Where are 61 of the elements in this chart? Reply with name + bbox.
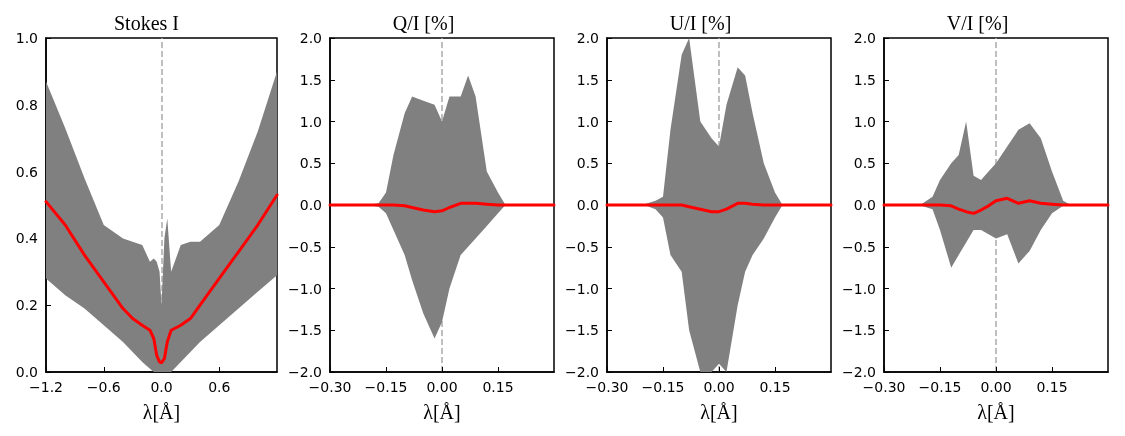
y-tick-label: 0.0 (576, 197, 599, 213)
y-tick-label: −1.0 (288, 280, 322, 297)
x-axis-title: λ[Å] (977, 401, 1015, 423)
y-tick-label: 0.5 (299, 155, 322, 172)
y-tick-label: 0.5 (853, 155, 876, 172)
line-series (605, 201, 833, 214)
x-tick-label: −0.30 (862, 379, 906, 395)
x-tick-label: −1.2 (29, 379, 63, 395)
y-tick-label: 0.0 (15, 364, 38, 380)
chart-title: U/I [%] (669, 12, 732, 34)
y-tick-label: −1.5 (288, 322, 322, 339)
y-tick-label: 1.0 (15, 30, 38, 46)
x-tick-label: −0.30 (585, 379, 629, 395)
x-tick-label: −0.30 (308, 379, 352, 395)
x-tick-label: 0.00 (426, 379, 458, 395)
y-tick-label: 0.6 (15, 163, 39, 180)
x-axis-title: λ[Å] (700, 401, 738, 423)
y-tick-label: −0.5 (842, 238, 876, 255)
y-tick-label: 2.0 (576, 30, 599, 46)
x-tick-label: −0.15 (364, 379, 408, 395)
x-tick-label: 0.00 (703, 379, 735, 395)
y-tick-label: 0.0 (853, 197, 876, 213)
line-series (328, 201, 556, 214)
x-tick-label: −0.6 (86, 379, 121, 395)
y-tick-label: 0.4 (15, 230, 39, 247)
line-series (882, 196, 1110, 215)
x-tick-label: 0.6 (208, 379, 231, 395)
x-axis-title: λ[Å] (423, 401, 461, 423)
x-tick-label: −0.15 (918, 379, 962, 395)
x-tick-label: 0.15 (1036, 379, 1068, 395)
y-tick-label: 2.0 (853, 30, 876, 46)
y-tick-label: −0.5 (288, 238, 322, 255)
y-tick-label: 1.0 (576, 113, 599, 130)
x-tick-label: 0.00 (980, 379, 1012, 395)
y-tick-label: 1.0 (853, 113, 876, 130)
y-tick-label: 0.2 (15, 297, 38, 314)
y-tick-label: −1.0 (842, 280, 876, 297)
y-tick-label: 0.8 (15, 96, 38, 113)
y-tick-label: 1.5 (576, 71, 599, 88)
y-tick-label: −2.0 (842, 364, 876, 380)
chart-title: Q/I [%] (392, 12, 455, 34)
x-tick-label: 0.15 (482, 379, 514, 395)
y-tick-label: −0.5 (565, 238, 599, 255)
y-tick-label: 0.0 (299, 197, 322, 213)
chart-title: Stokes I (114, 12, 179, 34)
x-axis-title: λ[Å] (142, 401, 181, 423)
x-tick-label: 0.15 (759, 379, 791, 395)
x-tick-label: −0.15 (641, 379, 685, 395)
y-tick-label: −2.0 (565, 364, 599, 380)
y-tick-label: −1.5 (842, 322, 876, 339)
y-tick-label: −2.0 (288, 364, 322, 380)
chart-title: V/I [%] (946, 12, 1009, 34)
y-tick-label: 2.0 (299, 30, 322, 46)
x-tick-label: 0.0 (150, 379, 173, 395)
y-tick-label: 1.5 (299, 71, 322, 88)
line-series (44, 193, 279, 365)
y-tick-label: −1.0 (565, 280, 599, 297)
y-tick-label: 0.5 (576, 155, 599, 172)
y-tick-label: −1.5 (565, 322, 599, 339)
y-tick-label: 1.5 (853, 71, 876, 88)
y-tick-label: 1.0 (299, 113, 322, 130)
